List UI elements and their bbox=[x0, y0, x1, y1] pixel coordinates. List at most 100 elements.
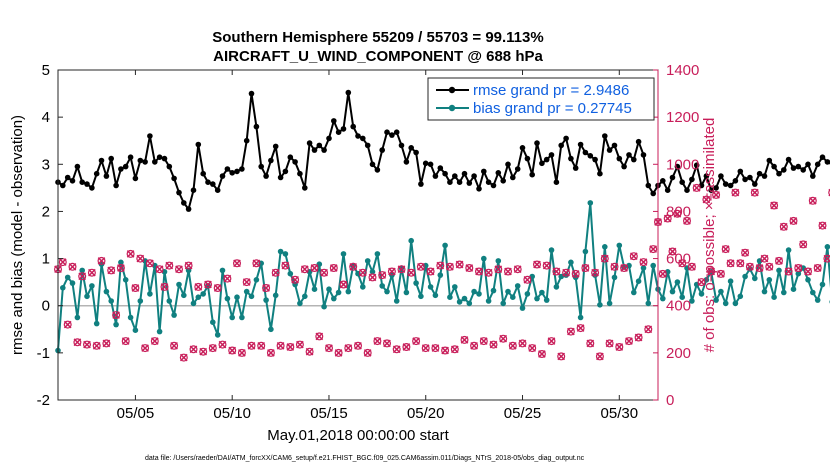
rmse-point bbox=[403, 159, 410, 165]
bias-point bbox=[219, 267, 226, 274]
obs-possible-marker bbox=[286, 343, 295, 352]
bias-point bbox=[553, 284, 560, 290]
obs-possible-marker bbox=[383, 339, 392, 348]
obs-count-point bbox=[160, 282, 169, 291]
bias-point bbox=[132, 327, 139, 334]
obs-possible-marker bbox=[397, 265, 406, 274]
y2-tick-label: 0 bbox=[666, 392, 674, 409]
obs-possible-marker bbox=[116, 264, 125, 273]
rmse-point bbox=[713, 185, 719, 191]
obs-assimilated-marker bbox=[523, 275, 532, 284]
obs-count-point bbox=[745, 262, 754, 271]
obs-possible-marker bbox=[591, 268, 600, 277]
rmse-point bbox=[452, 173, 458, 179]
obs-possible-marker bbox=[179, 353, 188, 362]
obs-count-point bbox=[141, 344, 150, 353]
obs-count-point bbox=[233, 259, 242, 268]
bias-point bbox=[60, 285, 66, 291]
rmse-point bbox=[631, 156, 637, 163]
bias-point bbox=[781, 289, 787, 296]
bias-point bbox=[181, 292, 187, 299]
bias-point bbox=[466, 300, 473, 307]
obs-assimilated-marker bbox=[121, 337, 130, 345]
obs-assimilated-marker bbox=[484, 268, 493, 277]
obs-possible-marker bbox=[692, 183, 701, 192]
obs-possible-marker bbox=[363, 348, 372, 357]
y-tick-label: -2 bbox=[37, 392, 50, 409]
obs-possible-marker bbox=[107, 266, 116, 275]
obs-possible-marker bbox=[387, 267, 396, 276]
obs-possible-marker bbox=[823, 254, 830, 263]
rmse-point bbox=[568, 155, 574, 162]
obs-assimilated-marker bbox=[620, 264, 628, 272]
obs-count-point bbox=[247, 341, 256, 350]
obs-assimilated-marker bbox=[775, 257, 783, 265]
y-axis-left: -2 -1 0 1 2 3 4 5 bbox=[37, 62, 63, 409]
obs-count-point bbox=[150, 337, 159, 346]
rmse-point bbox=[74, 163, 81, 170]
rmse-point bbox=[819, 154, 826, 160]
rmse-point bbox=[239, 166, 245, 172]
obs-possible-marker bbox=[828, 189, 830, 196]
obs-count-point bbox=[828, 188, 830, 197]
obs-count-point bbox=[402, 343, 411, 352]
obs-assimilated-marker bbox=[397, 265, 406, 274]
y-tick-label: 3 bbox=[42, 156, 50, 173]
bias-point bbox=[611, 274, 618, 281]
bias-point bbox=[640, 265, 647, 271]
obs-possible-marker bbox=[741, 248, 750, 257]
obs-possible-marker bbox=[78, 272, 87, 281]
x-axis-label: May.01,2018 00:00:00 start bbox=[267, 427, 449, 444]
obs-count-point bbox=[475, 267, 484, 276]
obs-assimilated-marker bbox=[378, 271, 387, 279]
bias-point bbox=[195, 294, 202, 301]
legend-rmse-label: rmse grand pr = 2.9486 bbox=[473, 82, 629, 99]
rmse-point bbox=[171, 175, 177, 182]
obs-assimilated-marker bbox=[281, 261, 290, 270]
obs-count-point bbox=[441, 346, 450, 355]
bias-point bbox=[761, 288, 768, 295]
bias-point bbox=[297, 300, 303, 307]
obs-assimilated-marker bbox=[267, 349, 275, 357]
obs-assimilated-marker bbox=[63, 320, 72, 329]
obs-assimilated-marker bbox=[813, 264, 822, 272]
rmse-point bbox=[785, 156, 792, 163]
x-tick-label: 05/20 bbox=[407, 405, 445, 422]
rmse-point bbox=[340, 126, 347, 132]
rmse-point bbox=[722, 181, 729, 187]
rmse-point bbox=[577, 141, 584, 148]
obs-assimilated-marker bbox=[596, 352, 604, 361]
obs-count-point bbox=[803, 267, 812, 276]
obs-count-point bbox=[799, 240, 808, 249]
rmse-point bbox=[369, 161, 376, 168]
rmse-point bbox=[297, 170, 303, 177]
obs-assimilated-marker bbox=[358, 268, 367, 277]
obs-possible-marker bbox=[344, 344, 353, 353]
obs-count-point bbox=[344, 344, 353, 353]
bias-point bbox=[379, 283, 386, 289]
obs-count-point bbox=[237, 348, 246, 357]
rmse-point bbox=[800, 167, 806, 173]
obs-possible-marker bbox=[789, 216, 798, 225]
rmse-point bbox=[737, 168, 744, 175]
rmse-point bbox=[272, 143, 279, 150]
bias-point bbox=[268, 326, 274, 333]
bias-point bbox=[326, 286, 332, 293]
obs-assimilated-marker bbox=[712, 191, 720, 199]
obs-possible-marker bbox=[799, 240, 808, 249]
obs-possible-marker bbox=[334, 348, 343, 357]
obs-count-point bbox=[421, 344, 430, 353]
bias-point bbox=[393, 298, 400, 304]
obs-assimilated-marker bbox=[426, 267, 435, 276]
obs-possible-marker bbox=[794, 264, 803, 273]
rmse-point bbox=[253, 123, 260, 130]
obs-assimilated-marker bbox=[707, 267, 716, 276]
obs-assimilated-marker bbox=[383, 339, 391, 348]
obs-possible-marker bbox=[455, 260, 464, 269]
obs-count-point bbox=[262, 284, 271, 293]
obs-possible-marker bbox=[755, 264, 764, 273]
obs-count-point bbox=[542, 261, 551, 270]
obs-assimilated-marker bbox=[412, 337, 420, 345]
rmse-point bbox=[481, 168, 487, 175]
obs-assimilated-marker bbox=[678, 259, 687, 268]
